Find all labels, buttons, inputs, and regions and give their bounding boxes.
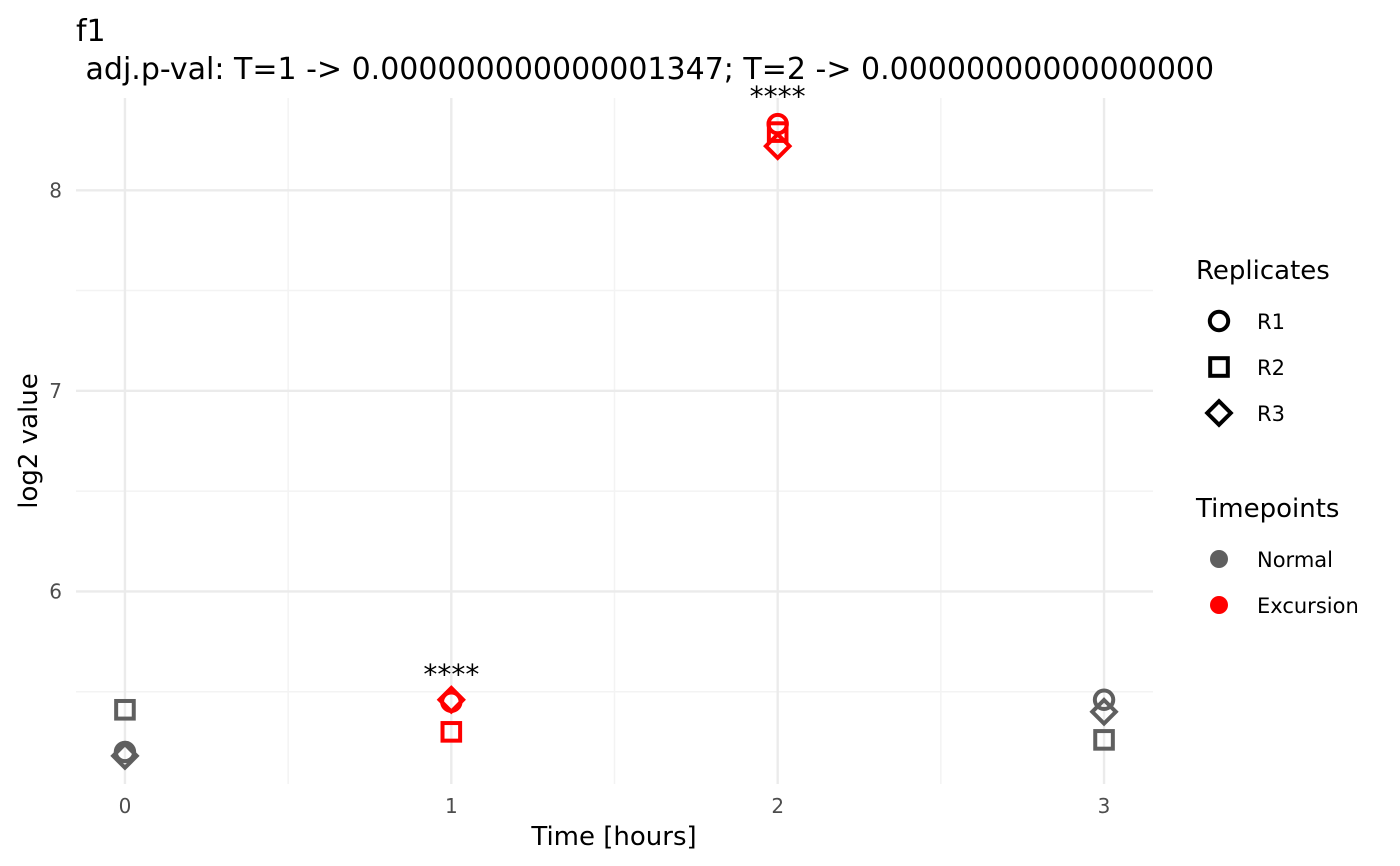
data-points [110,112,1119,771]
data-point [1092,688,1116,711]
legend-key-circle-icon [1207,309,1231,333]
legend-key-dot-icon [1210,550,1228,568]
data-point [440,721,463,743]
x-tick-label: 0 [119,794,132,818]
x-tick-label: 1 [445,794,458,818]
legend: Replicates R1 R2 R3 Timepoints Normal Excursio… [1195,256,1359,618]
x-axis-title: Time [hours] [530,822,696,852]
x-axis-ticks: 0 1 2 3 [119,794,1111,818]
chart-subtitle: adj.p-val: T=1 -> 0.000000000000001347; … [76,52,1214,87]
x-tick-label: 3 [1098,794,1111,818]
y-axis-ticks: 6 7 8 [49,178,62,603]
legend-title-timepoints: Timepoints [1195,494,1339,524]
legend-key-diamond-icon [1204,398,1234,428]
data-point [1093,729,1115,751]
legend-key-square-icon [1208,356,1230,378]
legend-key-dot-icon [1210,596,1228,614]
legend-label-timepoint: Normal [1257,548,1333,572]
y-tick-label: 7 [49,379,62,403]
legend-label-replicate: R2 [1257,356,1285,380]
data-point [1089,697,1119,727]
legend-label-replicate: R1 [1257,310,1285,334]
data-point [110,741,140,771]
legend-label-replicate: R3 [1257,402,1285,426]
y-tick-label: 6 [49,579,62,603]
y-tick-label: 8 [49,178,62,202]
data-point [763,131,793,161]
significance-label: **** [750,80,806,113]
y-axis-title: log2 value [14,373,44,508]
data-point [766,121,789,143]
legend-label-timepoint: Excursion [1257,594,1359,618]
data-point [114,698,136,721]
grid [76,98,1153,784]
data-point [436,685,466,715]
legend-title-replicates: Replicates [1196,256,1330,286]
x-tick-label: 2 [771,794,784,818]
chart-title: f1 [76,14,106,49]
